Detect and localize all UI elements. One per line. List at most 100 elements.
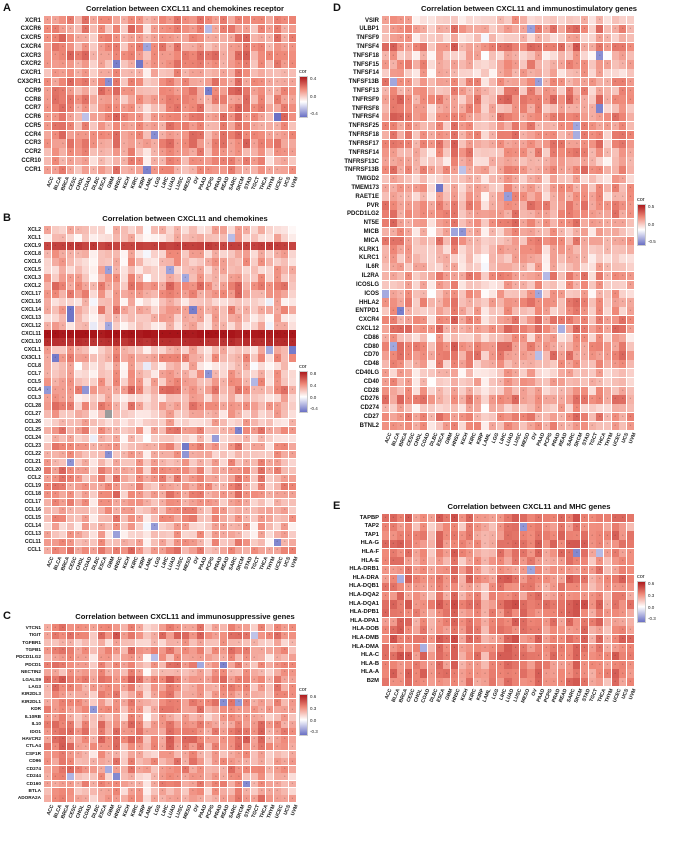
heatmap-cell: * — [128, 338, 136, 346]
heatmap-cell — [51, 370, 59, 378]
heatmap-cell: * — [281, 706, 289, 714]
heatmap-cell: * — [450, 113, 458, 122]
heatmap-cell — [250, 378, 258, 386]
heatmap-cell: * — [527, 289, 535, 298]
heatmap-cell: * — [397, 514, 405, 523]
heatmap-cell: * — [450, 201, 458, 210]
heatmap-cell — [66, 426, 75, 435]
heatmap-cell — [573, 157, 581, 166]
heatmap-cell — [44, 42, 52, 51]
heatmap-cell — [89, 506, 98, 515]
heatmap-cell — [626, 360, 634, 369]
heatmap-cell: * — [82, 130, 90, 139]
heatmap-cell: * — [496, 583, 504, 592]
heatmap-cell: * — [74, 661, 82, 669]
heatmap-cell: * — [219, 51, 228, 60]
heatmap-cell — [74, 322, 82, 330]
heatmap-cell — [51, 322, 59, 330]
heatmap-cell — [496, 360, 504, 369]
heatmap-cell — [288, 234, 296, 242]
heatmap-cell — [204, 226, 212, 234]
heatmap-cell: * — [174, 490, 182, 499]
heatmap-cell: * — [135, 676, 143, 684]
heatmap-cell: * — [527, 591, 535, 600]
heatmap-cell — [97, 266, 105, 274]
heatmap-cell — [44, 378, 52, 386]
heatmap-cell: * — [512, 315, 520, 325]
heatmap-cell: * — [66, 691, 75, 699]
heatmap-cell — [143, 95, 151, 104]
heatmap-cell — [626, 174, 634, 184]
heatmap-cell — [212, 654, 220, 662]
heatmap-cell: * — [557, 60, 566, 69]
heatmap-cell — [557, 333, 566, 342]
heatmap-cell: * — [382, 574, 390, 583]
heatmap-cell — [174, 735, 182, 743]
heatmap-cell: * — [603, 33, 612, 43]
heatmap-cell: * — [389, 227, 397, 237]
cancer-type-label: READ — [220, 176, 232, 192]
heatmap-cell — [89, 290, 98, 298]
heatmap-cell — [181, 780, 189, 788]
heatmap-cell: * — [273, 721, 281, 728]
heatmap-cell — [412, 307, 420, 316]
heatmap-cell: * — [258, 95, 266, 104]
heatmap-cell — [66, 743, 75, 751]
heatmap-cell — [420, 368, 428, 378]
heatmap-cell: * — [611, 236, 619, 245]
cancer-type-label: OV — [192, 804, 201, 814]
heatmap-cell: * — [82, 418, 90, 427]
heatmap-cell — [97, 242, 105, 250]
heatmap-cell: * — [189, 282, 197, 290]
heatmap-cell — [204, 466, 212, 475]
heatmap-cell — [135, 639, 143, 647]
heatmap-cell — [51, 410, 59, 418]
heatmap-cell: * — [143, 676, 151, 684]
heatmap-cell — [235, 112, 243, 122]
cancer-type-label: BRCA — [397, 432, 409, 448]
heatmap-cell — [97, 258, 105, 266]
heatmap-cell — [166, 522, 174, 531]
heatmap-cell: * — [404, 113, 413, 122]
heatmap-cell — [204, 24, 212, 34]
heatmap-cell: * — [181, 758, 189, 766]
heatmap-cell: * — [535, 174, 543, 184]
heatmap-cell: * — [389, 421, 397, 431]
heatmap-cell: * — [466, 130, 474, 140]
heatmap-cell — [382, 192, 390, 201]
heatmap-cell — [44, 314, 52, 322]
heatmap-cell: * — [189, 322, 197, 330]
heatmap-cell — [250, 683, 258, 691]
heatmap-cell: * — [458, 121, 466, 131]
heatmap-cell: * — [97, 654, 105, 662]
heatmap-cell: * — [212, 33, 220, 43]
heatmap-cell: * — [512, 298, 520, 307]
heatmap-cell — [619, 95, 627, 104]
heatmap-cell: * — [212, 721, 220, 728]
heatmap-cell — [481, 69, 489, 78]
heatmap-cell: * — [626, 395, 634, 404]
heatmap-cell — [120, 743, 128, 751]
heatmap-cell: * — [128, 654, 136, 662]
heatmap-cell: * — [557, 412, 566, 422]
heatmap-cell — [273, 42, 281, 51]
heatmap-cell: * — [112, 370, 120, 378]
heatmap-cell — [51, 266, 59, 274]
heatmap-cell — [204, 691, 212, 699]
cancer-type-label: THCA — [258, 804, 270, 820]
heatmap-cell: * — [281, 482, 289, 491]
heatmap-cell: * — [603, 540, 612, 549]
heatmap-cell: * — [273, 330, 281, 338]
heatmap-cell — [443, 412, 451, 422]
heatmap-cell: * — [227, 33, 235, 43]
heatmap-cell: * — [166, 402, 174, 410]
heatmap-cell: * — [397, 289, 405, 298]
heatmap-cell: * — [158, 787, 166, 795]
heatmap-cell: * — [89, 16, 98, 25]
heatmap-cell — [242, 346, 251, 354]
heatmap-cell — [427, 42, 436, 51]
heatmap-cell — [189, 426, 197, 435]
heatmap-cell — [74, 418, 82, 427]
heatmap-cell: * — [265, 546, 274, 555]
heatmap-cell: * — [288, 706, 296, 714]
